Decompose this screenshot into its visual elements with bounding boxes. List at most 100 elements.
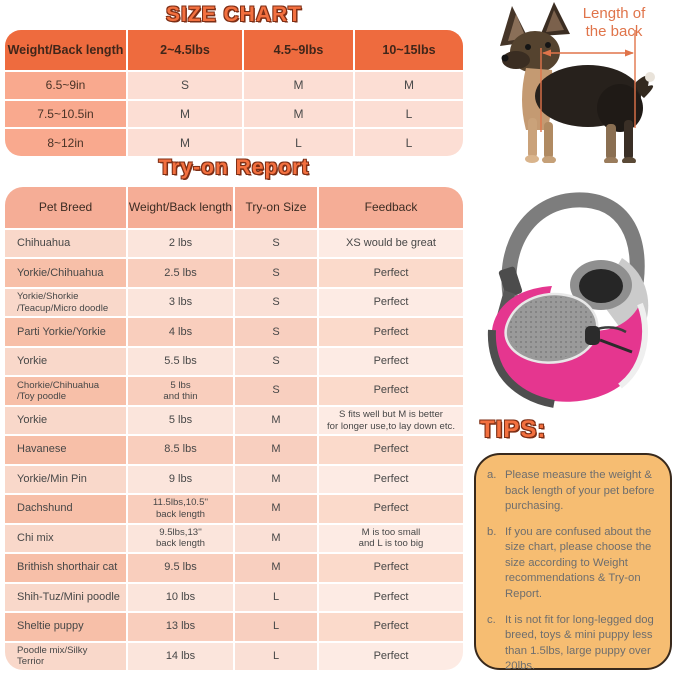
tip-label: b. [487,525,497,538]
tryon-cell-feedback: Perfect [319,259,463,287]
size-col-header: 10~15lbs [355,30,463,70]
size-value: M [355,72,463,99]
size-col-header: 4.5~9lbs [244,30,353,70]
tip-item: a. Please measure the weight & back leng… [487,468,661,515]
tryon-cell-feedback: Perfect [319,642,463,670]
tryon-cell-weight: 9.5 lbs [128,554,233,582]
tryon-cell-breed: Yorkie [5,347,126,376]
tryon-cell-breed: Brithish shorthair cat [5,554,126,582]
back-length-arrow [540,30,636,132]
tip-item: c. It is not fit for long-legged dog bre… [487,613,661,673]
size-value: L [244,129,353,156]
tryon-cell-breed: Chihuahua [5,230,126,258]
tryon-cell-breed: Sheltie puppy [5,613,126,641]
dog-paw [542,156,556,163]
arrowhead-left [542,49,551,57]
size-row-label: 6.5~9in [5,72,126,99]
dog-paw [525,155,539,163]
tryon-report-table: Pet Breed Weight/Back length Try-on Size… [5,187,463,670]
tryon-cell-feedback: M is too small and L is too big [319,524,463,553]
tryon-cell-size: M [235,436,317,464]
tip-label: c. [487,613,496,626]
dog-leg [528,118,537,158]
tryon-cell-size: L [235,583,317,612]
tryon-col-header: Weight/Back length [128,187,233,228]
size-value: M [244,100,353,128]
size-value: M [244,72,353,99]
bag-dark-trim [487,329,555,408]
tip-text: If you are confused about the size chart… [505,525,652,601]
tryon-cell-size: S [235,347,317,376]
tryon-cell-breed: Yorkie/Shorkie /Teacup/Micro doodle [5,288,126,317]
tryon-cell-size: M [235,465,317,494]
tryon-cell-breed: Shih-Tuz/Mini poodle [5,583,126,612]
dog-muzzle [502,51,530,69]
tip-text: Please measure the weight & back length … [505,469,655,513]
size-value: S [128,72,242,99]
tryon-cell-breed: Havanese [5,436,126,464]
size-col-header: Weight/Back length [5,30,126,70]
dog-nose [501,54,509,62]
size-row-label: 7.5~10.5in [5,100,126,128]
bag-light-trim [618,302,649,389]
dog-paw [604,157,618,163]
tryon-cell-weight: 2 lbs [128,230,233,258]
dog-tail [636,75,654,98]
tryon-cell-size: S [235,230,317,258]
dog-leg [624,120,633,160]
dog-haunch [597,84,643,132]
tip-label: a. [487,469,497,481]
tryon-cell-breed: Chi mix [5,524,126,553]
bag-buckle [498,266,523,298]
chihuahua-photo: Length of the back [500,2,655,163]
size-value: L [355,100,463,128]
tryon-cell-weight: 13 lbs [128,613,233,641]
tryon-cell-size: S [235,377,317,405]
size-row-label: 8~12in [5,129,126,156]
tryon-cell-feedback: S fits well but M is better for longer u… [319,406,463,435]
tryon-col-header: Pet Breed [5,187,126,228]
tips-title: TIPS: [480,416,547,443]
back-length-label-line2: the back [586,23,643,40]
dog-ear-inner [546,10,564,32]
size-value: M [128,100,242,128]
dog-eye [545,42,551,48]
tryon-cell-feedback: Perfect [319,495,463,523]
back-length-label-line1: Length of [583,5,646,22]
tryon-cell-size: S [235,259,317,287]
tryon-cell-feedback: Perfect [319,554,463,582]
tryon-cell-size: L [235,642,317,670]
tryon-cell-feedback: Perfect [319,436,463,464]
tryon-cell-feedback: XS would be great [319,230,463,258]
tryon-col-header: Feedback [319,187,463,228]
tryon-cell-breed: Yorkie/Min Pin [5,465,126,494]
tryon-cell-feedback: Perfect [319,465,463,494]
size-value: M [128,129,242,156]
tryon-cell-breed: Chorkie/Chihuahua /Toy poodle [5,377,126,405]
tryon-cell-size: M [235,554,317,582]
tryon-cell-weight: 5.5 lbs [128,347,233,376]
tryon-cell-weight: 9 lbs [128,465,233,494]
tryon-cell-size: M [235,406,317,435]
size-chart-title: SIZE CHART [166,3,302,26]
size-chart-table: Weight/Back length 2~4.5lbs 4.5~9lbs 10~… [5,30,463,156]
tryon-cell-size: M [235,495,317,523]
tryon-cell-feedback: Perfect [319,613,463,641]
dog-eye [525,44,531,50]
dog-paw [622,157,636,163]
tryon-cell-weight: 14 lbs [128,642,233,670]
tryon-cell-weight: 4 lbs [128,318,233,346]
size-value: L [355,129,463,156]
tryon-cell-weight: 5 lbs and thin [128,377,233,405]
tryon-cell-breed: Parti Yorkie/Yorkie [5,318,126,346]
bag-cord-end [599,338,633,354]
tryon-col-header: Try-on Size [235,187,317,228]
tryon-cell-size: S [235,288,317,317]
arrowhead-right [625,49,634,57]
tryon-cell-feedback: Perfect [319,377,463,405]
tryon-cell-size: L [235,613,317,641]
tryon-cell-weight: 8.5 lbs [128,436,233,464]
sling-carrier-photo [487,192,649,408]
tryon-cell-feedback: Perfect [319,288,463,317]
